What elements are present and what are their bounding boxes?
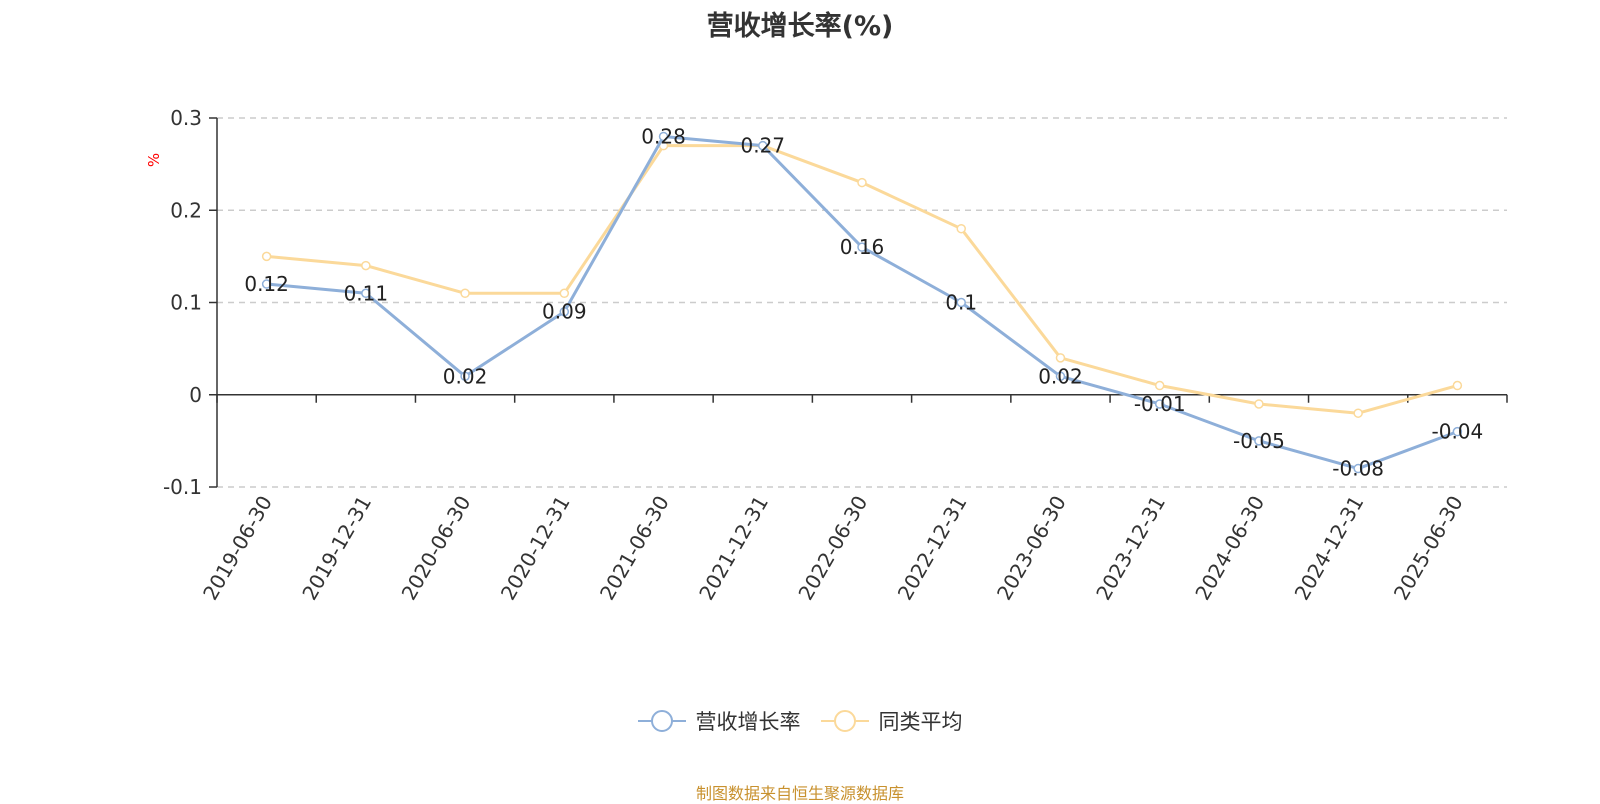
data-label: 0.02: [443, 364, 488, 388]
legend: 营收增长率 同类平均: [0, 706, 1600, 736]
data-point-series-1: [857, 177, 867, 188]
data-point-series-0: [361, 288, 371, 299]
data-label: 0.11: [344, 281, 389, 305]
legend-item-peer-average[interactable]: 同类平均: [820, 706, 963, 736]
data-point-series-0: [559, 306, 570, 317]
y-axis-label: %: [145, 153, 163, 167]
x-tick-label: 2020-12-31: [496, 492, 575, 605]
data-point-series-1: [1154, 380, 1165, 391]
x-tick-label: 2021-06-30: [595, 492, 674, 605]
data-label: -0.08: [1332, 457, 1384, 481]
data-point-series-1: [261, 251, 272, 262]
data-label: 0.27: [741, 134, 786, 158]
legend-swatch-peer-average: [820, 709, 869, 733]
legend-label-revenue-growth: 营收增长率: [695, 710, 801, 734]
legend-swatch-revenue-growth: [637, 709, 686, 733]
data-label: 0.16: [840, 235, 885, 259]
x-tick-label: 2022-06-30: [793, 492, 872, 605]
data-label: -0.05: [1233, 429, 1285, 453]
data-point-series-0: [1452, 426, 1463, 437]
data-label: 0.12: [244, 272, 289, 296]
x-tick-label: 2025-06-30: [1389, 492, 1468, 605]
data-point-series-0: [658, 131, 669, 142]
data-point-series-0: [1055, 371, 1066, 382]
source-note: 制图数据来自恒生聚源数据库: [695, 784, 904, 803]
data-point-series-1: [1055, 353, 1066, 363]
data-point-series-0: [1154, 399, 1165, 409]
data-point-series-1: [460, 288, 470, 299]
data-label: -0.04: [1432, 420, 1484, 444]
data-label: -0.01: [1134, 392, 1186, 416]
data-label: 0.02: [1038, 364, 1083, 388]
data-point-series-1: [1353, 408, 1363, 418]
y-tick-label: 0.1: [170, 291, 202, 315]
x-tick-label: 2023-12-31: [1091, 492, 1170, 605]
data-label: 0.1: [945, 291, 977, 315]
y-tick-label: 0.2: [170, 198, 202, 222]
x-tick-label: 2022-12-31: [893, 492, 972, 605]
chart-title: 营收增长率(%): [706, 11, 894, 42]
data-point-series-1: [559, 288, 570, 299]
x-tick-label: 2024-06-30: [1190, 492, 1269, 605]
legend-item-revenue-growth[interactable]: 营收增长率: [637, 706, 801, 736]
data-label: 0.28: [641, 124, 686, 148]
x-tick-label: 2019-12-31: [297, 492, 376, 605]
x-tick-label: 2019-06-30: [198, 492, 277, 605]
legend-label-peer-average: 同类平均: [878, 710, 963, 734]
data-point-series-0: [857, 242, 867, 252]
data-point-series-0: [758, 140, 768, 151]
data-label: 0.09: [542, 300, 587, 324]
data-point-series-1: [1254, 399, 1264, 409]
x-tick-label: 2024-12-31: [1290, 492, 1369, 605]
x-tick-label: 2021-12-31: [694, 492, 773, 605]
data-point-series-1: [1452, 380, 1463, 391]
data-point-series-1: [361, 260, 371, 271]
x-tick-label: 2023-06-30: [992, 492, 1071, 605]
y-tick-label: -0.1: [163, 475, 202, 499]
x-tick-label: 2020-06-30: [397, 492, 476, 605]
data-point-series-1: [956, 223, 966, 234]
data-point-series-0: [956, 297, 966, 308]
y-tick-label: 0.3: [170, 106, 202, 130]
data-point-series-0: [460, 371, 470, 382]
data-point-series-0: [1353, 463, 1363, 474]
y-tick-label: 0: [189, 383, 202, 407]
data-point-series-0: [261, 279, 272, 289]
data-point-series-0: [1254, 436, 1264, 446]
